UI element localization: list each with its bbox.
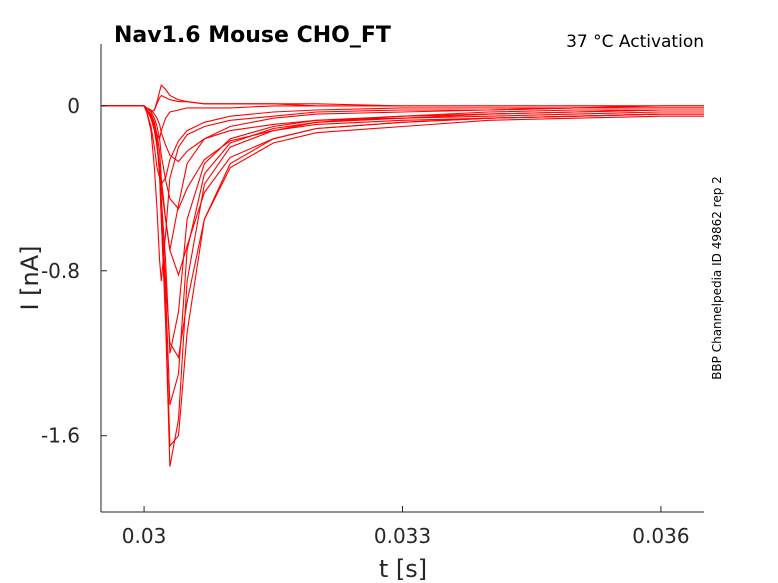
y-ticks: -1.6 -0.8 0 xyxy=(41,94,107,448)
trace-6 xyxy=(101,105,704,251)
x-axis-label: t [s] xyxy=(379,555,427,583)
trace-13 xyxy=(101,105,704,210)
x-ticks: 0.03 0.033 0.036 xyxy=(122,506,690,548)
x-tick-label: 0.036 xyxy=(632,524,689,548)
trace-12 xyxy=(101,105,704,277)
trace-4 xyxy=(101,105,704,186)
x-tick-label: 0.033 xyxy=(374,524,431,548)
y-tick-label: -0.8 xyxy=(41,259,80,283)
source-label: BBP Channelpedia ID 49862 rep 2 xyxy=(710,176,724,380)
plot-area: 0.03 0.033 0.036 -1.6 -0.8 0 xyxy=(41,44,704,548)
y-tick-label: -1.6 xyxy=(41,424,80,448)
y-tick-label: 0 xyxy=(67,94,80,118)
trace-14 xyxy=(101,105,704,163)
x-tick-label: 0.03 xyxy=(122,524,167,548)
chart-title: Nav1.6 Mouse CHO_FT xyxy=(114,23,391,48)
current-traces xyxy=(101,84,704,467)
trace-5 xyxy=(101,105,704,282)
trace-11 xyxy=(101,105,704,359)
trace-9 xyxy=(101,105,704,467)
y-axis-label: I [nA] xyxy=(16,245,44,310)
condition-label: 37 °C Activation xyxy=(566,32,704,52)
